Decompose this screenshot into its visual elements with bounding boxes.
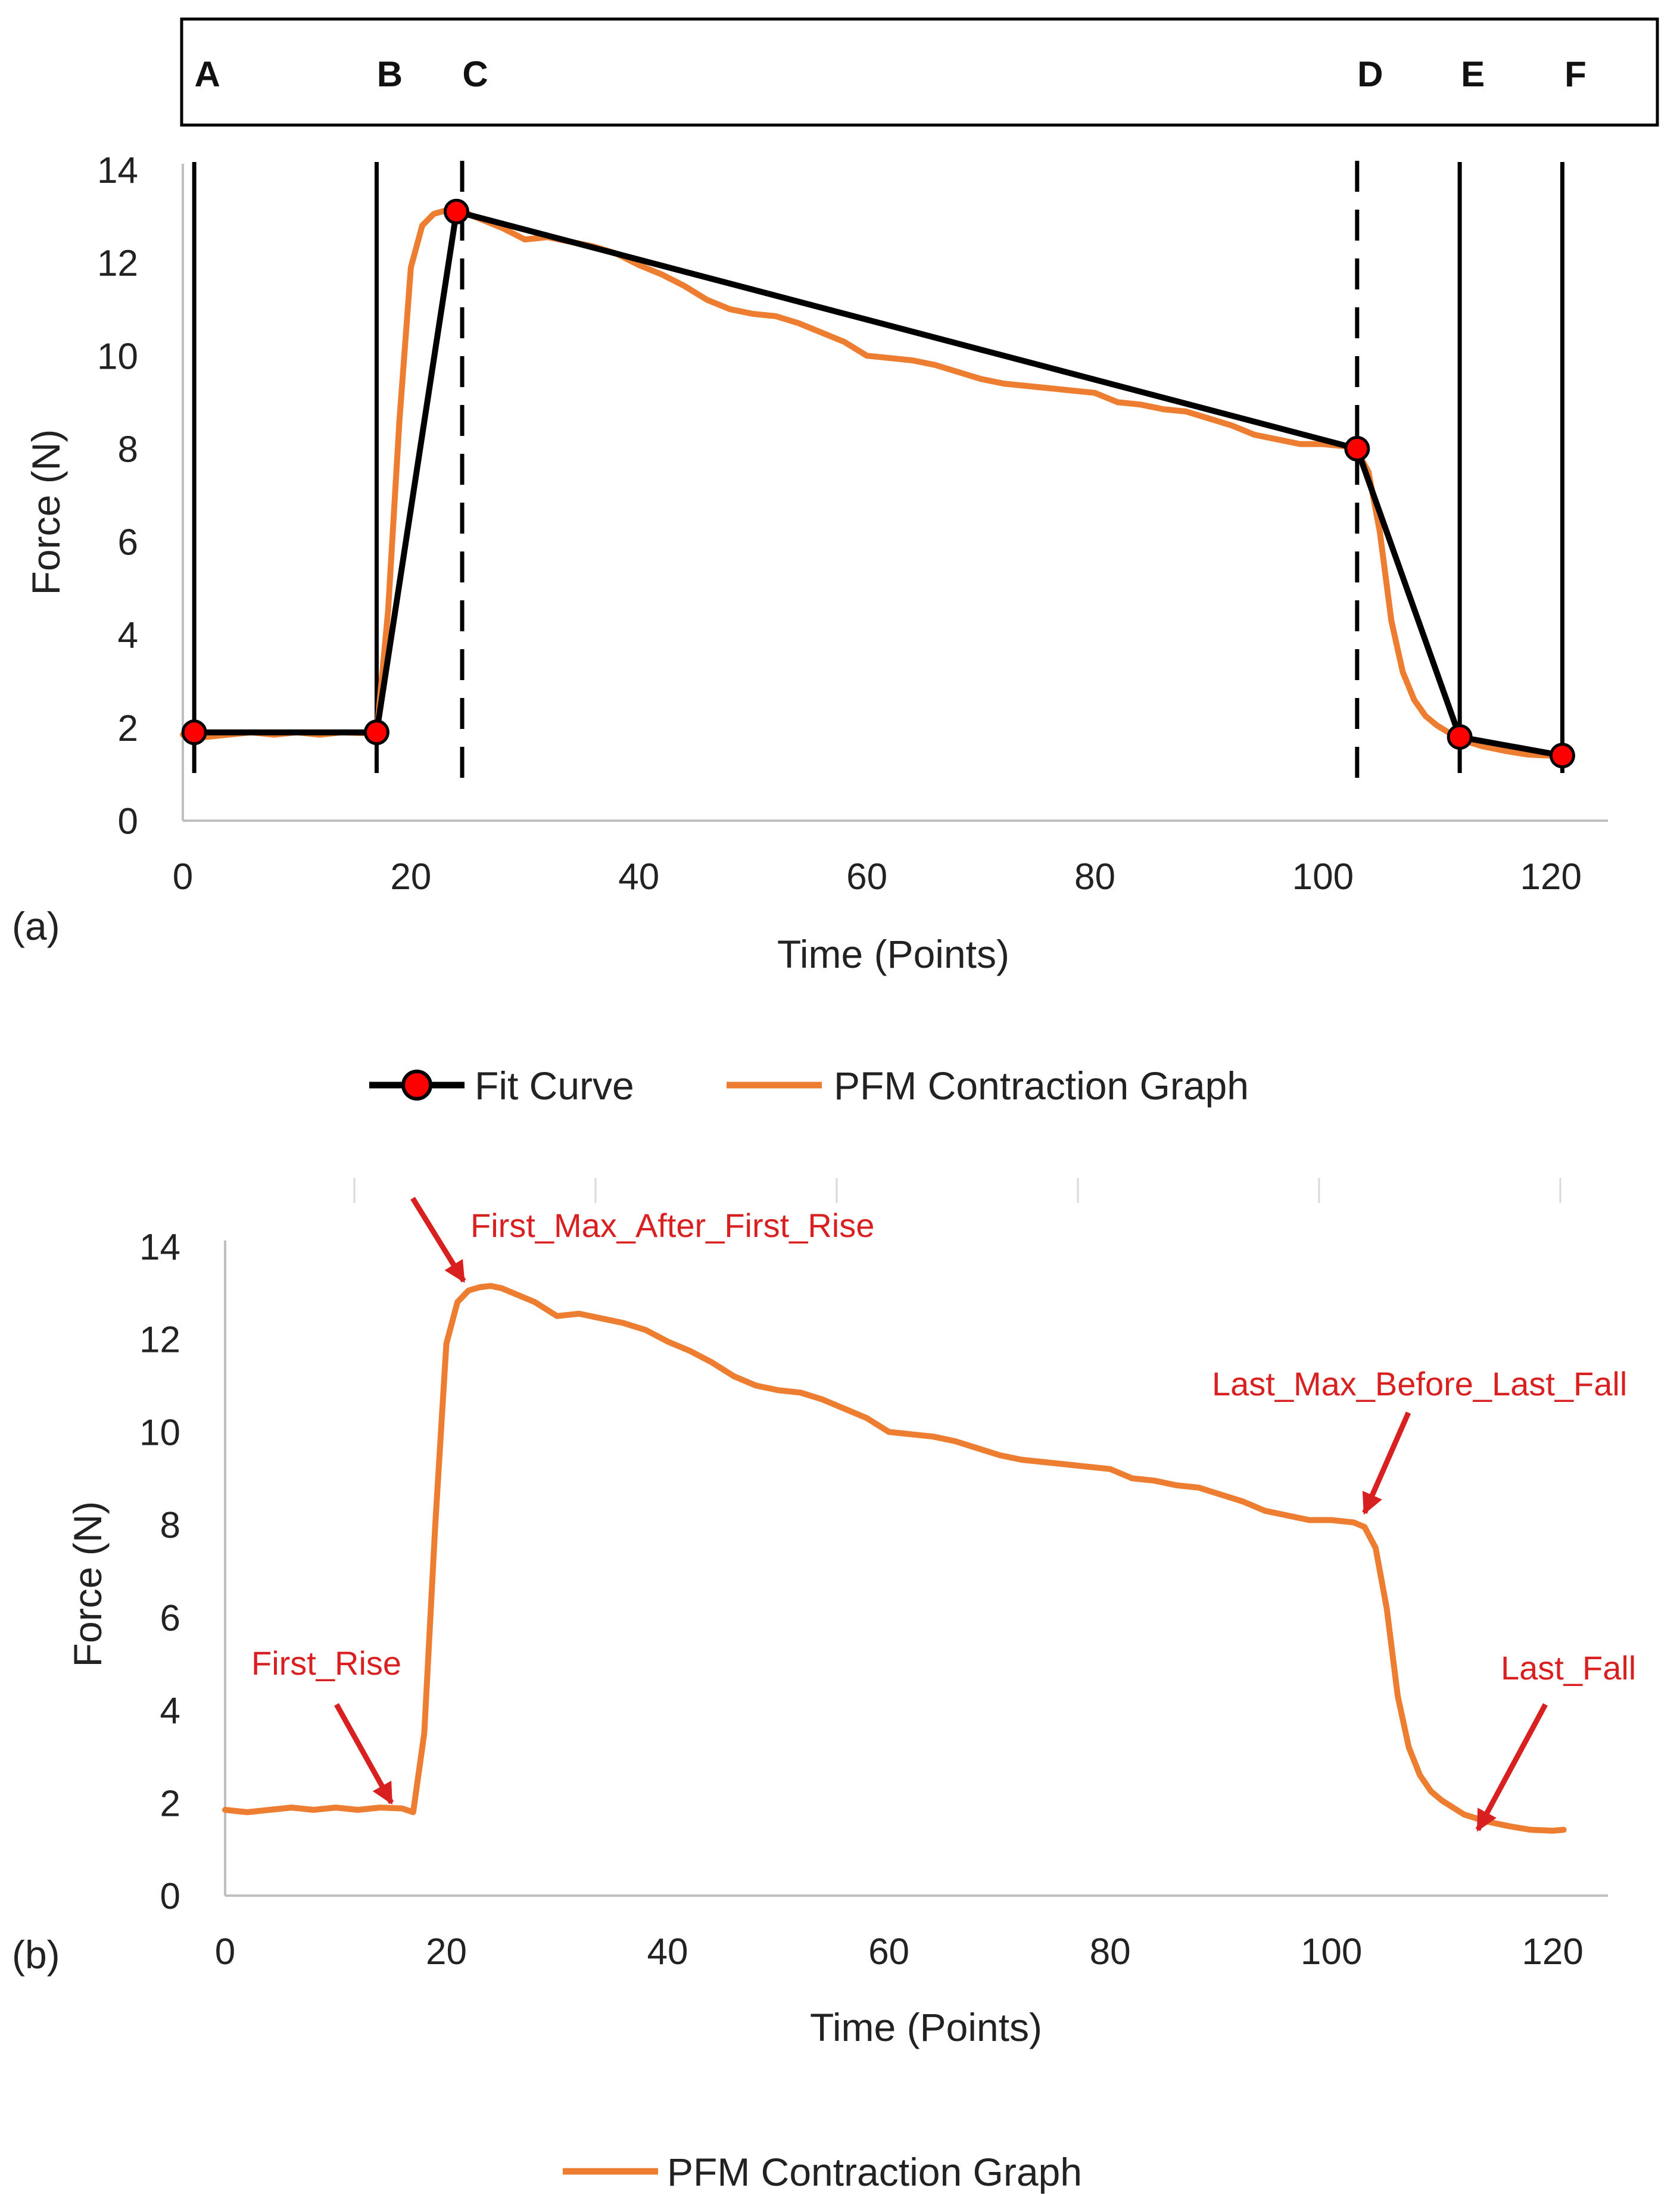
annotation-first-max: First_Max_After_First_Rise bbox=[470, 1207, 874, 1244]
y-tick-label: 10 bbox=[139, 1412, 180, 1453]
annotation-first-rise: First_Rise bbox=[251, 1644, 401, 1682]
phase-markers bbox=[192, 161, 1564, 780]
panel-label: (a) bbox=[12, 904, 60, 948]
panel-label: (b) bbox=[12, 1933, 60, 1977]
x-tick-labels: 0 20 40 60 80 100 120 bbox=[173, 856, 1582, 897]
phase-letter-b: B bbox=[377, 54, 403, 94]
fit-curve-line bbox=[194, 208, 1563, 759]
annotation-arrow bbox=[334, 1703, 394, 1805]
legend-pfm-label: PFM Contraction Graph bbox=[834, 1064, 1249, 1108]
phase-letter-c: C bbox=[462, 54, 488, 94]
y-tick-label: 8 bbox=[160, 1505, 180, 1546]
fit-point bbox=[181, 719, 207, 746]
legend-fit-label: Fit Curve bbox=[475, 1064, 634, 1108]
x-tick-label: 20 bbox=[390, 856, 431, 897]
annotation-arrows bbox=[334, 1196, 1548, 1832]
y-axis-title: Force (N) bbox=[24, 429, 68, 596]
y-tick-label: 10 bbox=[97, 336, 138, 377]
legend: PFM Contraction Graph bbox=[563, 2150, 1082, 2194]
panel-a-chart: A B C D E F 0 2 4 6 8 10 12 14 0 20 40 60 80 100 120 Force… bbox=[12, 17, 1659, 1108]
x-tick-label: 100 bbox=[1292, 856, 1354, 897]
phase-letters: A B C D E F bbox=[194, 54, 1586, 94]
y-tick-label: 12 bbox=[139, 1320, 180, 1361]
x-tick-label: 40 bbox=[647, 1931, 688, 1972]
panel-b-chart: 0 2 4 6 8 10 12 14 0 20 40 60 80 100 120 First_Max_Af… bbox=[12, 1196, 1636, 2194]
faint-gridline-fragments bbox=[353, 1178, 1561, 1203]
x-tick-label: 120 bbox=[1520, 856, 1582, 897]
x-axis-title: Time (Points) bbox=[777, 932, 1009, 976]
annotation-last-max: Last_Max_Before_Last_Fall bbox=[1212, 1365, 1627, 1403]
phase-label-box bbox=[180, 17, 1659, 127]
y-tick-label: 6 bbox=[118, 522, 138, 563]
annotation-arrow bbox=[1362, 1411, 1411, 1515]
x-axis-title: Time (Points) bbox=[810, 2005, 1042, 2049]
x-tick-label: 0 bbox=[173, 856, 193, 897]
series bbox=[222, 1283, 1567, 1834]
y-tick-labels: 0 2 4 6 8 10 12 14 bbox=[139, 1227, 180, 1917]
fit-point bbox=[1344, 435, 1370, 462]
axes bbox=[182, 164, 1608, 822]
x-tick-label: 40 bbox=[618, 856, 659, 897]
phase-letter-e: E bbox=[1461, 54, 1485, 94]
y-tick-label: 2 bbox=[118, 708, 138, 749]
y-tick-label: 4 bbox=[118, 615, 138, 656]
phase-letter-a: A bbox=[194, 54, 220, 94]
y-axis-title: Force (N) bbox=[66, 1501, 110, 1668]
x-tick-label: 60 bbox=[868, 1931, 909, 1972]
x-tick-label: 60 bbox=[846, 856, 887, 897]
legend-fit-marker bbox=[401, 1070, 432, 1101]
y-tick-label: 6 bbox=[160, 1598, 180, 1639]
y-tick-label: 8 bbox=[118, 429, 138, 470]
annotation-arrow bbox=[1475, 1703, 1548, 1832]
series-line-pfm bbox=[222, 1283, 1567, 1834]
fit-point bbox=[363, 719, 389, 746]
axes bbox=[224, 1241, 1608, 1897]
annotation-arrow bbox=[410, 1196, 466, 1283]
annotation-last-fall: Last_Fall bbox=[1501, 1649, 1636, 1687]
phase-letter-f: F bbox=[1564, 54, 1587, 94]
x-tick-label: 0 bbox=[215, 1931, 235, 1972]
x-tick-labels: 0 20 40 60 80 100 120 bbox=[215, 1931, 1584, 1972]
fit-point bbox=[1447, 724, 1473, 750]
legend: Fit Curve PFM Contraction Graph bbox=[369, 1064, 1249, 1108]
y-tick-labels: 0 2 4 6 8 10 12 14 bbox=[97, 150, 138, 842]
y-tick-label: 12 bbox=[97, 243, 138, 284]
x-tick-label: 80 bbox=[1074, 856, 1115, 897]
x-tick-label: 80 bbox=[1090, 1931, 1131, 1972]
x-tick-label: 20 bbox=[426, 1931, 467, 1972]
phase-letter-d: D bbox=[1357, 54, 1383, 94]
fit-point bbox=[443, 198, 469, 225]
y-tick-label: 14 bbox=[97, 150, 138, 191]
fit-points bbox=[181, 198, 1575, 769]
y-tick-label: 2 bbox=[160, 1783, 180, 1824]
y-tick-label: 4 bbox=[160, 1691, 180, 1732]
y-tick-label: 0 bbox=[118, 801, 138, 842]
y-tick-label: 14 bbox=[139, 1227, 180, 1268]
x-tick-label: 100 bbox=[1301, 1931, 1362, 1972]
x-tick-label: 120 bbox=[1522, 1931, 1583, 1972]
fit-point bbox=[1549, 743, 1575, 769]
y-tick-label: 0 bbox=[160, 1876, 180, 1917]
legend-pfm-label: PFM Contraction Graph bbox=[667, 2150, 1082, 2194]
series bbox=[180, 207, 1566, 759]
